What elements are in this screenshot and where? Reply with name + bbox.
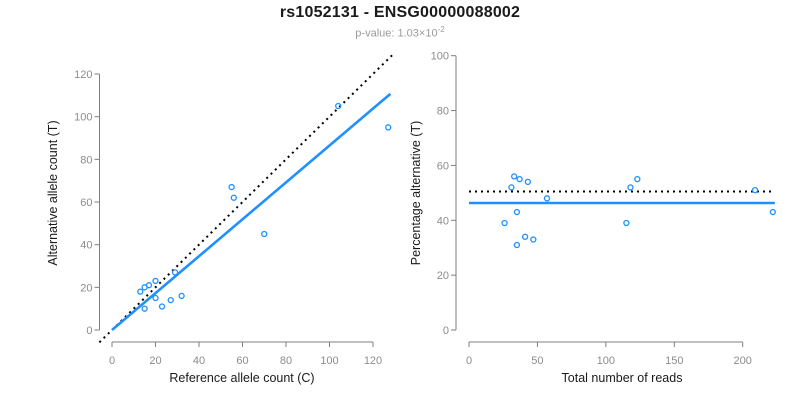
data-point (751, 186, 759, 194)
x-tick-label: 40 (193, 355, 205, 367)
x-tick-label: 100 (320, 355, 338, 367)
right-scatter-plot: 0 50 100 150 200 0 20 40 60 80 100 (431, 51, 776, 367)
data-point (261, 230, 268, 238)
pvalue-text: p-value: 1.03×10 (355, 27, 438, 40)
data-point (385, 124, 392, 131)
data-point (501, 219, 508, 227)
data-point (335, 102, 342, 110)
data-point (530, 236, 537, 243)
data-point (167, 296, 174, 304)
data-point (634, 175, 641, 183)
x-tick-label: 80 (280, 355, 292, 367)
right-x-axis-title: Total number of reads (562, 371, 683, 385)
x-tick-label: 150 (665, 355, 683, 367)
page-title: rs1052131 - ENSG00000088002 (279, 4, 521, 21)
data-point (508, 184, 515, 191)
data-point (543, 195, 551, 202)
data-point (152, 294, 159, 302)
data-point (511, 173, 518, 180)
data-point (230, 194, 237, 201)
x-tick-label: 120 (364, 355, 382, 367)
x-tick-label: 200 (734, 355, 752, 367)
data-point (141, 305, 148, 312)
x-tick-label: 0 (109, 355, 115, 367)
data-point (158, 303, 166, 310)
y-tick-label: 80 (437, 106, 449, 118)
identity-line (98, 54, 394, 344)
y-tick-label: 20 (80, 282, 92, 294)
y-tick-label: 20 (437, 270, 449, 282)
left-x-axis-title: Reference allele count (C) (169, 371, 314, 385)
x-tick-label: 100 (597, 355, 615, 367)
y-tick-label: 40 (437, 215, 449, 227)
y-tick-label: 40 (80, 240, 92, 252)
left-scatter-plot: 0 20 40 60 80 100 120 0 20 40 60 80 100 120 (74, 54, 394, 367)
y-tick-label: 0 (443, 325, 449, 337)
data-point (178, 292, 185, 300)
y-tick-label: 100 (431, 51, 449, 63)
data-point (513, 241, 521, 249)
data-point (513, 208, 521, 216)
x-tick-label: 0 (466, 355, 472, 367)
pvalue-exponent: -2 (437, 25, 445, 34)
data-point (228, 183, 235, 191)
y-tick-label: 80 (80, 154, 92, 166)
y-tick-label: 100 (74, 112, 92, 124)
data-point (524, 178, 531, 186)
y-tick-label: 60 (80, 197, 92, 209)
data-point (137, 288, 144, 295)
data-point (623, 219, 630, 227)
data-point (516, 175, 523, 183)
right-y-axis-title: Percentage alternative (T) (409, 121, 423, 266)
y-tick-label: 120 (74, 69, 92, 81)
left-y-axis-title: Alternative allele count (T) (46, 120, 60, 265)
x-tick-label: 20 (149, 355, 161, 367)
data-point (769, 208, 776, 216)
y-tick-label: 0 (86, 325, 92, 337)
data-point (145, 282, 153, 289)
x-tick-label: 60 (236, 355, 248, 367)
regression-line (111, 92, 392, 331)
data-point (521, 233, 529, 240)
data-point (627, 184, 634, 191)
data-point (171, 269, 179, 276)
data-point (152, 277, 159, 285)
x-tick-label: 50 (531, 355, 543, 367)
pvalue-subtitle: p-value: 1.03×10-2 (0, 25, 800, 40)
y-tick-label: 60 (437, 160, 449, 172)
